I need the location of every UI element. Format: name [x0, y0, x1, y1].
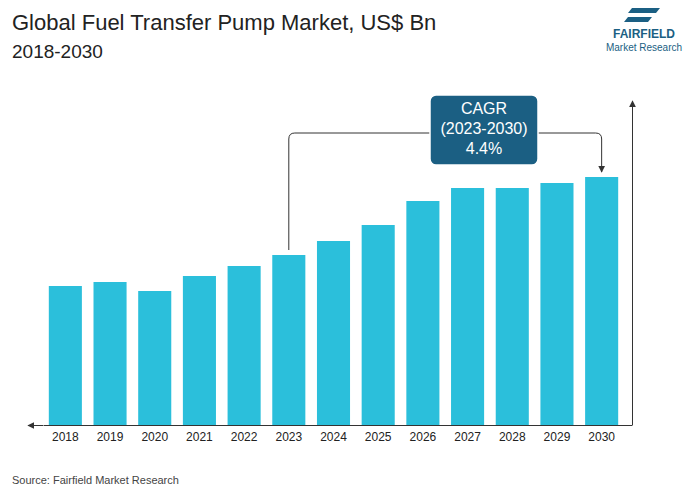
x-tick: 2019 [97, 425, 124, 444]
annotation: CAGR (2023-2030) 4.4% [289, 95, 602, 250]
logo-text: FAIRFIELD [613, 27, 675, 41]
x-tick: 2020 [141, 425, 168, 444]
bar [585, 177, 618, 425]
logo-text: Market Research [606, 42, 682, 53]
x-axis-line [624, 425, 632, 426]
bar [496, 188, 529, 425]
bar [183, 276, 216, 425]
x-tick: 2022 [231, 425, 258, 444]
x-tick: 2025 [365, 425, 392, 444]
x-tick: 2028 [499, 425, 526, 444]
bar [138, 291, 171, 425]
annotation-text: CAGR [461, 100, 507, 117]
logo-icon [624, 8, 660, 22]
x-tick-label: 2030 [588, 430, 615, 444]
x-tick-label: 2029 [544, 430, 571, 444]
x-tick: 2030 [588, 425, 615, 444]
bar [362, 225, 395, 425]
logo: FAIRFIELDMarket Research [606, 8, 682, 53]
x-tick: 2023 [275, 425, 302, 444]
bar [317, 241, 350, 425]
x-tick-label: 2027 [454, 430, 481, 444]
source: Source: Fairfield Market Research [12, 474, 179, 486]
annotation-text: (2023-2030) [440, 120, 527, 137]
x-tick-label: 2025 [365, 430, 392, 444]
x-tick-label: 2028 [499, 430, 526, 444]
subtitle: 2018-2030 [12, 41, 103, 62]
bar [49, 286, 82, 425]
chart: Global Fuel Transfer Pump Market, US$ Bn… [0, 0, 700, 491]
x-axis-line [44, 425, 625, 426]
x-tick: 2021 [186, 425, 213, 444]
bar [451, 188, 484, 425]
x-tick: 2029 [544, 425, 571, 444]
x-tick: 2027 [454, 425, 481, 444]
y-axis-arrow [632, 101, 633, 105]
x-axis-arrow [28, 425, 43, 426]
x-tick-label: 2023 [275, 430, 302, 444]
x-tick-label: 2026 [410, 430, 437, 444]
bar [228, 266, 261, 425]
x-tick: 2024 [320, 425, 347, 444]
annotation-text: 4.4% [466, 140, 502, 157]
x-tick: 2018 [52, 425, 79, 444]
plot-area [49, 177, 618, 425]
x-axis: 2018 2019 2020 2021 2022 2023 2024 2025 2026 2027… [44, 425, 625, 444]
y-axis [632, 106, 633, 426]
x-tick: 2026 [410, 425, 437, 444]
x-tick-label: 2018 [52, 430, 79, 444]
x-tick-label: 2019 [97, 430, 124, 444]
title: Global Fuel Transfer Pump Market, US$ Bn [12, 10, 436, 35]
x-tick-label: 2021 [186, 430, 213, 444]
bar [272, 255, 305, 425]
bar [406, 201, 439, 425]
x-tick-label: 2020 [141, 430, 168, 444]
y-axis-line [632, 106, 633, 426]
bar [94, 282, 127, 425]
bar [540, 183, 573, 425]
x-tick-label: 2022 [231, 430, 258, 444]
x-tick-label: 2024 [320, 430, 347, 444]
annotation-box [430, 95, 538, 165]
